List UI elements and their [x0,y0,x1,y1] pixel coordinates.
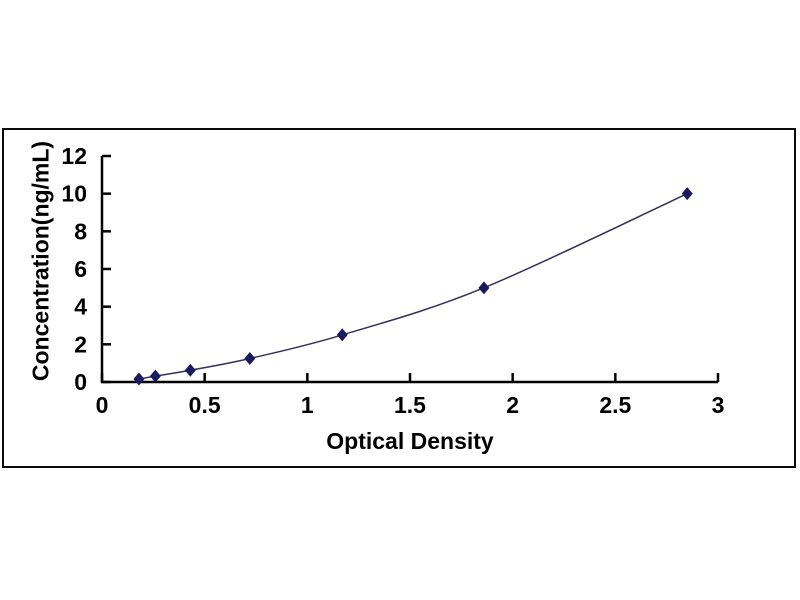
y-tick-label: 8 [74,218,87,244]
data-point-marker [478,281,490,295]
chart-frame [2,128,796,468]
data-point-marker [244,351,256,365]
data-point-marker [133,372,145,386]
data-point-marker [681,187,693,201]
data-point-marker [184,363,196,377]
standard-curve-line [138,192,688,380]
y-tick-label: 6 [74,256,87,282]
axis-lines [100,156,718,384]
x-tick-label: 2 [506,392,519,418]
x-tick-label: 0 [96,392,109,418]
y-tick-label: 4 [74,294,87,320]
data-point-marker [149,369,161,383]
x-tick-label: 3 [712,392,725,418]
y-tick-label: 2 [74,331,87,357]
x-tick-label: 2.5 [599,392,631,418]
y-tick-label: 12 [61,143,87,169]
y-tick-label: 10 [61,181,87,207]
x-tick-label: 1 [301,392,314,418]
x-tick-label: 1.5 [394,392,426,418]
data-point-marker [336,328,348,342]
x-axis-title: Optical Density [326,428,494,454]
y-axis-title: Concentration(ng/mL) [27,140,54,382]
y-tick-label: 0 [74,369,87,395]
x-tick-label: 0.5 [189,392,221,418]
